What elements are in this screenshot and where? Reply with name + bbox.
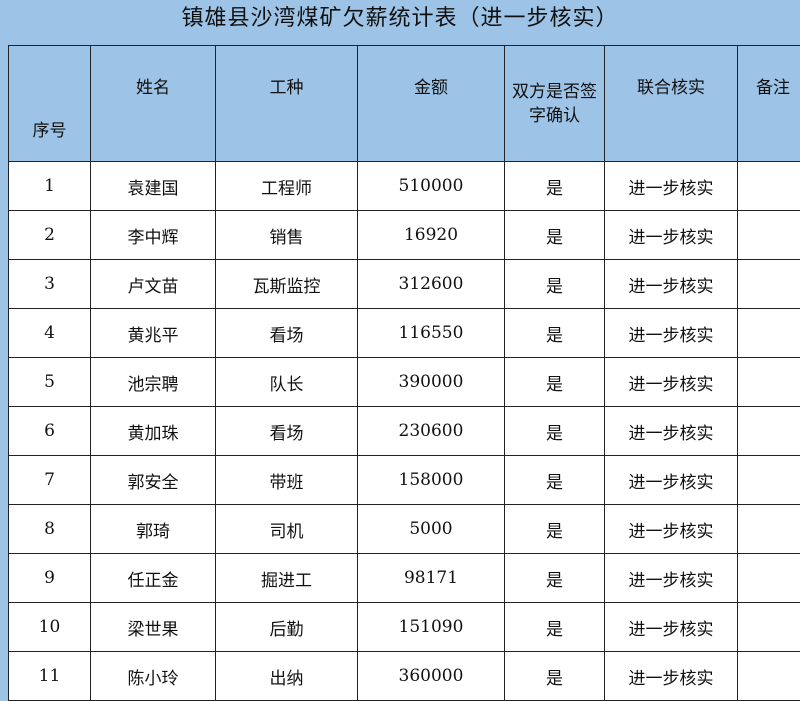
column-header-amount: 金额 [358,46,505,162]
cell-signed: 是 [505,211,605,260]
cell-verify: 进一步核实 [605,211,738,260]
cell-job: 出纳 [216,652,358,701]
cell-verify: 进一步核实 [605,162,738,211]
cell-name: 陈小玲 [91,652,216,701]
cell-job: 销售 [216,211,358,260]
cell-signed: 是 [505,505,605,554]
cell-amount: 510000 [358,162,505,211]
header-row: 序号 姓名 工种 金额 双方是否签字确认 联合核实 备注 [9,46,800,162]
cell-verify: 进一步核实 [605,407,738,456]
cell-verify: 进一步核实 [605,456,738,505]
cell-amount: 16920 [358,211,505,260]
cell-signed: 是 [505,652,605,701]
cell-note [738,260,800,309]
cell-no: 5 [9,358,91,407]
cell-note [738,407,800,456]
cell-signed: 是 [505,407,605,456]
cell-job: 司机 [216,505,358,554]
cell-note [738,505,800,554]
cell-verify: 进一步核实 [605,554,738,603]
cell-no: 9 [9,554,91,603]
cell-note [738,603,800,652]
column-header-note: 备注 [738,46,800,162]
cell-job: 看场 [216,407,358,456]
cell-job: 工程师 [216,162,358,211]
cell-note [738,211,800,260]
cell-name: 郭安全 [91,456,216,505]
cell-job: 后勤 [216,603,358,652]
cell-verify: 进一步核实 [605,652,738,701]
cell-no: 11 [9,652,91,701]
cell-no: 3 [9,260,91,309]
cell-signed: 是 [505,358,605,407]
column-header-job: 工种 [216,46,358,162]
cell-amount: 390000 [358,358,505,407]
cell-no: 10 [9,603,91,652]
cell-job: 掘进工 [216,554,358,603]
cell-note [738,162,800,211]
cell-note [738,652,800,701]
cell-name: 卢文苗 [91,260,216,309]
cell-amount: 116550 [358,309,505,358]
cell-verify: 进一步核实 [605,260,738,309]
cell-signed: 是 [505,603,605,652]
cell-no: 6 [9,407,91,456]
cell-signed: 是 [505,554,605,603]
column-header-no: 序号 [9,46,91,162]
cell-note [738,554,800,603]
page-title: 镇雄县沙湾煤矿欠薪统计表（进一步核实） [0,4,800,34]
cell-amount: 312600 [358,260,505,309]
cell-amount: 158000 [358,456,505,505]
column-header-verify: 联合核实 [605,46,738,162]
cell-job: 带班 [216,456,358,505]
cell-note [738,358,800,407]
cell-amount: 230600 [358,407,505,456]
cell-name: 李中辉 [91,211,216,260]
cell-job: 看场 [216,309,358,358]
cell-signed: 是 [505,162,605,211]
cell-note [738,456,800,505]
cell-name: 袁建国 [91,162,216,211]
cell-no: 1 [9,162,91,211]
cell-amount: 151090 [358,603,505,652]
cell-note [738,309,800,358]
cell-signed: 是 [505,309,605,358]
cell-no: 8 [9,505,91,554]
cell-verify: 进一步核实 [605,309,738,358]
cell-signed: 是 [505,456,605,505]
cell-name: 黄兆平 [91,309,216,358]
cell-name: 黄加珠 [91,407,216,456]
cell-amount: 5000 [358,505,505,554]
cell-no: 4 [9,309,91,358]
column-header-name: 姓名 [91,46,216,162]
column-header-signed: 双方是否签字确认 [505,46,605,162]
cell-name: 梁世果 [91,603,216,652]
cell-amount: 98171 [358,554,505,603]
cell-name: 郭琦 [91,505,216,554]
cell-job: 队长 [216,358,358,407]
cell-amount: 360000 [358,652,505,701]
cell-verify: 进一步核实 [605,505,738,554]
cell-no: 2 [9,211,91,260]
cell-no: 7 [9,456,91,505]
cell-verify: 进一步核实 [605,603,738,652]
cell-verify: 进一步核实 [605,358,738,407]
cell-job: 瓦斯监控 [216,260,358,309]
cell-name: 池宗聘 [91,358,216,407]
cell-signed: 是 [505,260,605,309]
cell-name: 任正金 [91,554,216,603]
